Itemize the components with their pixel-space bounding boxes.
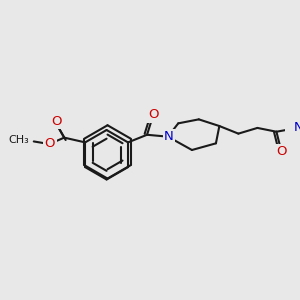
Text: O: O <box>45 137 55 150</box>
Text: O: O <box>276 145 286 158</box>
Text: O: O <box>51 115 62 128</box>
Text: CH₃: CH₃ <box>8 136 29 146</box>
Text: N: N <box>164 130 174 143</box>
Text: O: O <box>148 108 159 121</box>
Text: N: N <box>293 122 300 134</box>
